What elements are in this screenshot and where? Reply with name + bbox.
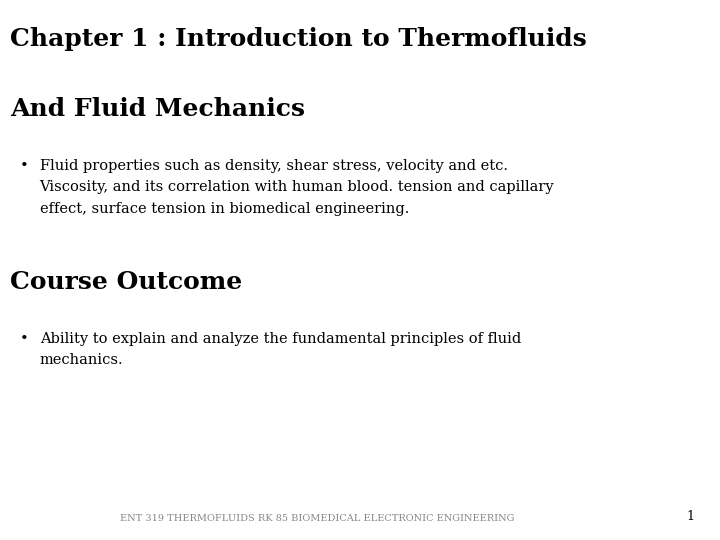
Text: Course Outcome: Course Outcome (10, 270, 243, 294)
Text: •: • (20, 332, 29, 346)
Text: Ability to explain and analyze the fundamental principles of fluid: Ability to explain and analyze the funda… (40, 332, 521, 346)
Text: Fluid properties such as density, shear stress, velocity and etc.: Fluid properties such as density, shear … (40, 159, 508, 173)
Text: 1: 1 (687, 510, 695, 523)
Text: And Fluid Mechanics: And Fluid Mechanics (10, 97, 305, 121)
Text: •: • (20, 159, 29, 173)
Text: mechanics.: mechanics. (40, 353, 123, 367)
Text: Chapter 1 : Introduction to Thermofluids: Chapter 1 : Introduction to Thermofluids (10, 27, 587, 51)
Text: ENT 319 THERMOFLUIDS RK 85 BIOMEDICAL ELECTRONIC ENGINEERING: ENT 319 THERMOFLUIDS RK 85 BIOMEDICAL EL… (120, 514, 514, 523)
Text: Viscosity, and its correlation with human blood. tension and capillary: Viscosity, and its correlation with huma… (40, 180, 554, 194)
Text: effect, surface tension in biomedical engineering.: effect, surface tension in biomedical en… (40, 201, 409, 215)
